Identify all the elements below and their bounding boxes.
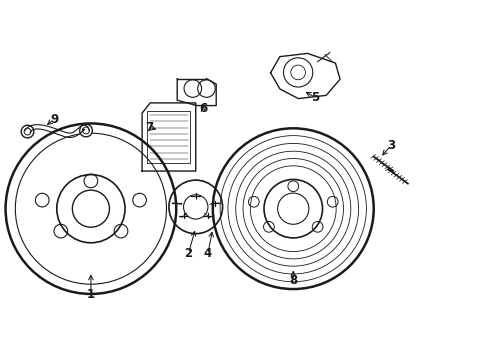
- Text: 8: 8: [288, 274, 297, 287]
- Text: 5: 5: [310, 91, 319, 104]
- Text: 7: 7: [145, 121, 153, 134]
- Ellipse shape: [80, 124, 92, 137]
- Ellipse shape: [72, 190, 109, 227]
- Text: 9: 9: [50, 113, 59, 126]
- Text: 1: 1: [87, 288, 95, 301]
- Ellipse shape: [21, 125, 34, 138]
- Text: 6: 6: [199, 103, 207, 116]
- Text: 2: 2: [184, 247, 192, 260]
- Text: 4: 4: [203, 247, 212, 260]
- Text: 3: 3: [386, 139, 394, 152]
